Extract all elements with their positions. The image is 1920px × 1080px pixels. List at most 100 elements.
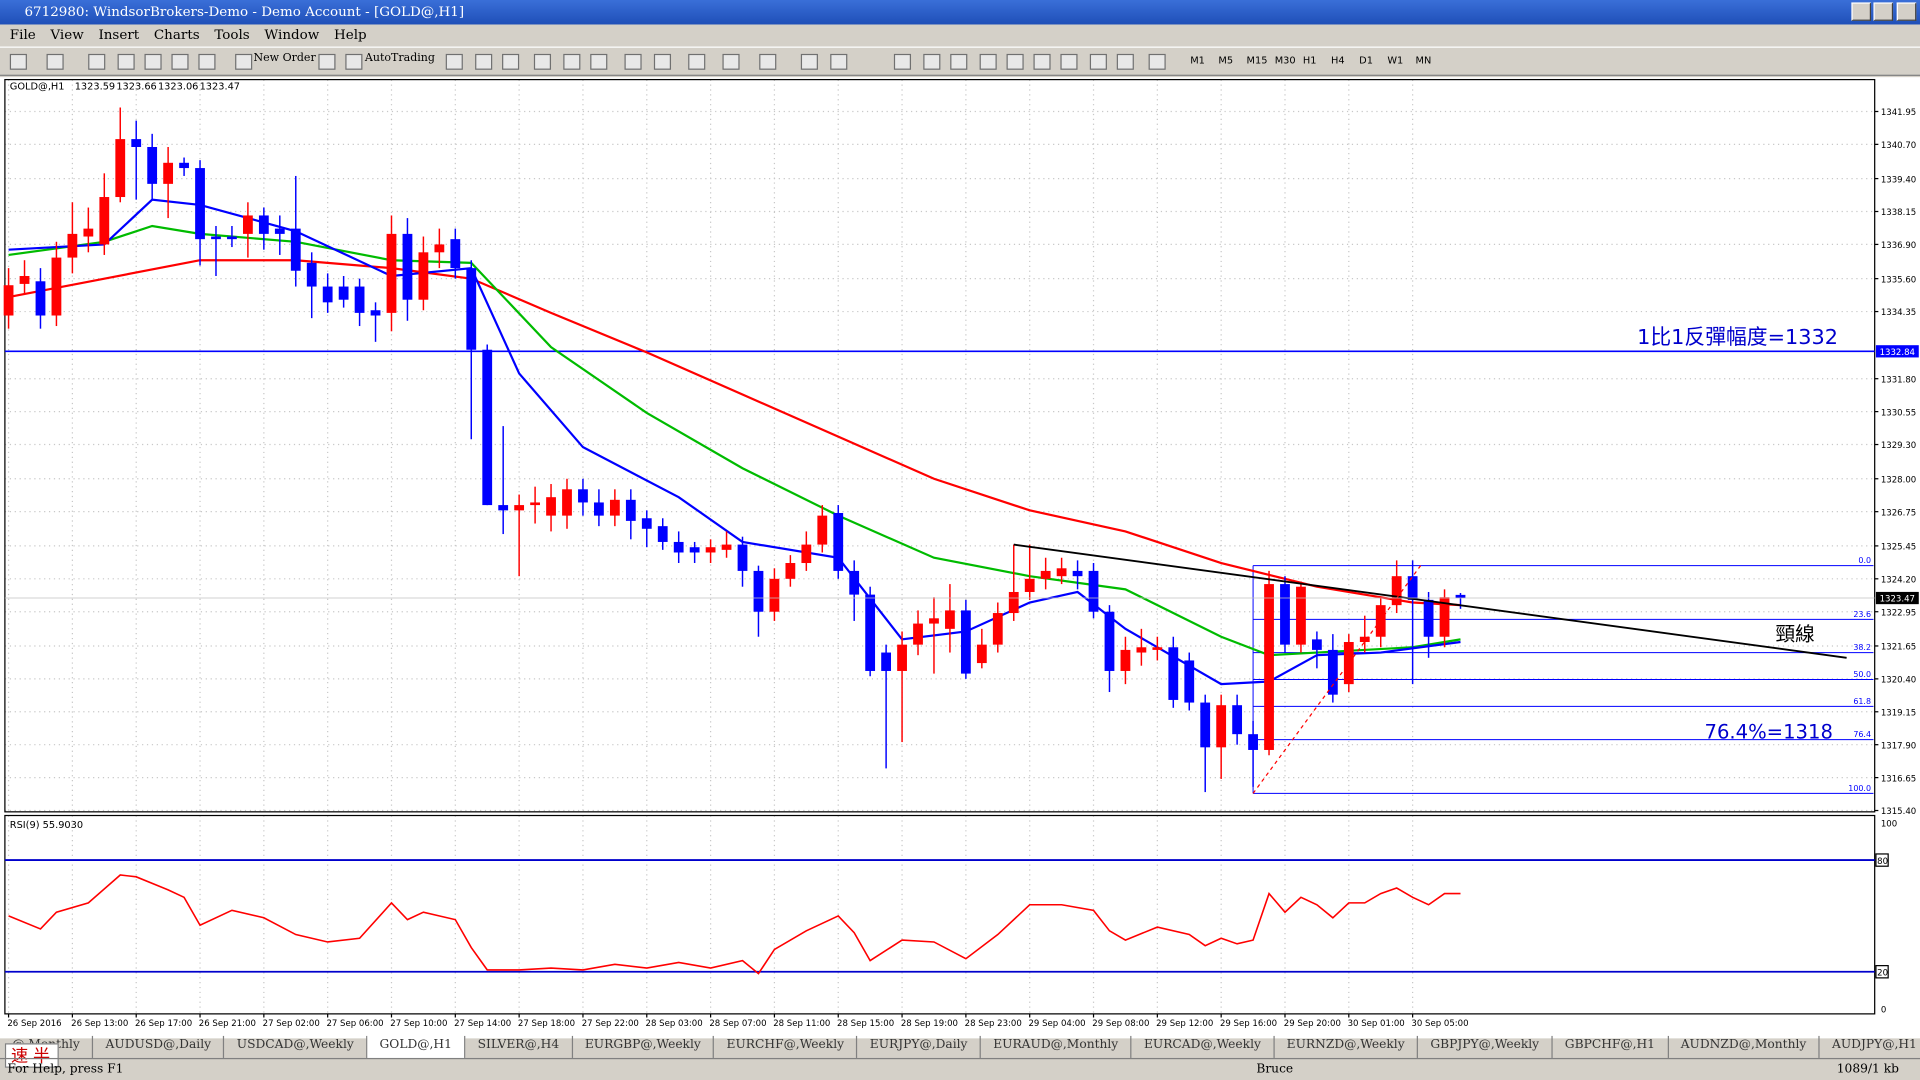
tool-icon[interactable] bbox=[445, 53, 463, 70]
tool-icon[interactable] bbox=[688, 53, 706, 70]
chart-tab[interactable]: EURCAD@,Weekly bbox=[1132, 1035, 1275, 1058]
tool-icon[interactable] bbox=[144, 53, 162, 70]
tool-icon[interactable] bbox=[590, 53, 608, 70]
rsi-level-label: 20 bbox=[1877, 968, 1888, 978]
timeframe-button[interactable]: H4 bbox=[1331, 55, 1345, 67]
y-tick-label: 1317.90 bbox=[1881, 741, 1916, 751]
tool-icon[interactable] bbox=[475, 53, 493, 70]
x-tick-label: 27 Sep 10:00 bbox=[390, 1019, 447, 1029]
timeframe-button[interactable]: W1 bbox=[1387, 55, 1404, 67]
candle-body bbox=[306, 262, 317, 287]
timeframe-button[interactable]: D1 bbox=[1359, 55, 1373, 67]
tool-icon[interactable] bbox=[979, 53, 997, 70]
tool-icon[interactable] bbox=[923, 53, 941, 70]
rsi-level-box bbox=[1875, 965, 1889, 979]
tool-icon[interactable] bbox=[46, 53, 64, 70]
menu-item[interactable]: Insert bbox=[98, 26, 140, 43]
candle-body bbox=[514, 505, 525, 511]
candle-body bbox=[386, 233, 397, 313]
fib-label: 0.0 bbox=[1858, 556, 1871, 565]
chart-tab[interactable]: GBPJPY@,Weekly bbox=[1418, 1035, 1553, 1058]
tool-icon[interactable] bbox=[1089, 53, 1107, 70]
tool-icon[interactable] bbox=[1006, 53, 1024, 70]
candle-body bbox=[913, 623, 923, 645]
timeframe-button[interactable]: M15 bbox=[1246, 55, 1268, 67]
menu-item[interactable]: View bbox=[50, 26, 84, 43]
close-button[interactable] bbox=[1896, 2, 1917, 21]
tool-icon[interactable] bbox=[198, 53, 216, 70]
candle-body bbox=[1327, 649, 1338, 695]
candle-body bbox=[227, 236, 237, 240]
chart-tab[interactable]: GOLD@,H1 bbox=[367, 1035, 466, 1058]
tool-icon[interactable] bbox=[830, 53, 848, 70]
candle-body bbox=[1136, 647, 1147, 653]
tool-icon[interactable] bbox=[235, 53, 253, 70]
price-label: 1323.47 bbox=[1880, 595, 1915, 605]
candle-body bbox=[641, 518, 652, 529]
chart-tab[interactable]: GBPCHF@,H1 bbox=[1553, 1035, 1669, 1058]
tool-icon[interactable] bbox=[1060, 53, 1078, 70]
tool-icon[interactable] bbox=[502, 53, 520, 70]
candle-body bbox=[705, 547, 716, 553]
x-tick-label: 29 Sep 20:00 bbox=[1284, 1019, 1341, 1029]
tool-icon[interactable] bbox=[345, 53, 363, 70]
maximize-button[interactable] bbox=[1873, 2, 1894, 21]
tool-icon[interactable] bbox=[653, 53, 672, 70]
minimize-button[interactable] bbox=[1851, 2, 1872, 21]
candle-body bbox=[1232, 705, 1243, 735]
tool-icon[interactable] bbox=[117, 53, 135, 70]
x-tick-label: 27 Sep 22:00 bbox=[582, 1019, 639, 1029]
timeframe-button[interactable]: MN bbox=[1415, 55, 1432, 67]
tool-icon[interactable] bbox=[1148, 53, 1166, 70]
y-tick-label: 1316.65 bbox=[1881, 774, 1916, 784]
chart-tab[interactable]: USDCAD@,Weekly bbox=[225, 1035, 368, 1058]
x-tick-label: 29 Sep 04:00 bbox=[1028, 1019, 1085, 1029]
candle-body bbox=[546, 497, 556, 516]
y-tick-label: 1320.40 bbox=[1881, 676, 1916, 686]
tool-icon[interactable] bbox=[1033, 53, 1051, 70]
rsi-tick-label: 100 bbox=[1881, 820, 1897, 830]
moving-average bbox=[8, 259, 1461, 607]
price-label-box bbox=[1875, 591, 1919, 605]
tool-icon[interactable] bbox=[950, 53, 968, 70]
tool-icon[interactable] bbox=[759, 53, 777, 70]
menu-item[interactable]: Help bbox=[333, 26, 367, 43]
chart-tab[interactable]: AUDUSD@,Daily bbox=[93, 1035, 225, 1058]
chart-tab[interactable]: AUDJPY@,H1 bbox=[1820, 1036, 1920, 1058]
tool-icon[interactable] bbox=[1116, 53, 1134, 70]
timeframe-button[interactable]: M1 bbox=[1190, 55, 1205, 67]
tool-icon[interactable] bbox=[318, 53, 336, 70]
menu-item[interactable]: File bbox=[9, 26, 36, 43]
tool-icon[interactable] bbox=[563, 53, 581, 70]
chart-tab[interactable]: AUDNZD@,Monthly bbox=[1668, 1035, 1820, 1058]
new-order-button[interactable]: New Order bbox=[253, 52, 316, 65]
candle-body bbox=[131, 139, 142, 147]
tool-icon[interactable] bbox=[624, 53, 642, 70]
tool-icon[interactable] bbox=[88, 53, 106, 70]
tool-icon[interactable] bbox=[800, 53, 818, 70]
timeframe-button[interactable]: M5 bbox=[1218, 55, 1234, 67]
timeframe-button[interactable]: M30 bbox=[1274, 55, 1296, 67]
timeframe-button[interactable]: H1 bbox=[1302, 55, 1317, 67]
chart-tab[interactable]: SILVER@,H4 bbox=[465, 1035, 573, 1058]
x-tick-label: 28 Sep 23:00 bbox=[965, 1019, 1022, 1029]
chart-tab[interactable]: EURAUD@,Monthly bbox=[981, 1035, 1132, 1058]
chart-tab[interactable]: EURJPY@,Daily bbox=[858, 1035, 981, 1058]
ohlc-value: 1323.47 bbox=[200, 81, 240, 92]
menu-item[interactable]: Charts bbox=[153, 26, 200, 43]
tool-icon[interactable] bbox=[722, 53, 740, 70]
candle-body bbox=[1407, 576, 1418, 600]
tool-icon[interactable] bbox=[171, 53, 189, 70]
chart-tab[interactable]: EURGBP@,Weekly bbox=[573, 1035, 715, 1058]
tool-icon[interactable] bbox=[533, 53, 552, 70]
menu-item[interactable]: Window bbox=[264, 26, 320, 43]
x-tick-label: 29 Sep 08:00 bbox=[1092, 1019, 1149, 1029]
chart-tab[interactable]: EURNZD@,Weekly bbox=[1274, 1035, 1419, 1058]
chart-tab[interactable]: EURCHF@,Weekly bbox=[714, 1035, 858, 1058]
tool-icon[interactable] bbox=[9, 53, 27, 70]
menu-item[interactable]: Tools bbox=[214, 26, 250, 43]
candle-body bbox=[115, 139, 126, 198]
tool-icon[interactable] bbox=[893, 53, 912, 70]
autotrading-button[interactable]: AutoTrading bbox=[364, 52, 435, 65]
